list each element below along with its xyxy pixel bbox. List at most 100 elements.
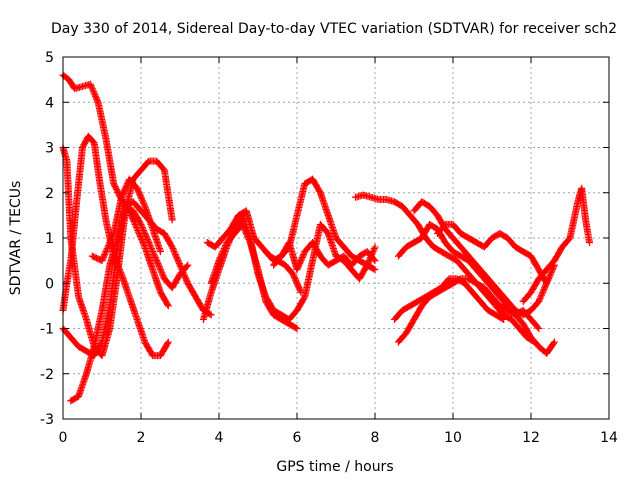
x-tick-label: 2 [137, 430, 146, 446]
data-point [241, 226, 249, 234]
data-point [296, 260, 304, 268]
data-point [137, 193, 145, 201]
data-point [135, 229, 143, 237]
data-point [146, 242, 154, 250]
data-point [545, 273, 553, 281]
data-point [546, 272, 554, 280]
data-point [148, 246, 156, 254]
data-point [135, 189, 143, 197]
data-point [145, 239, 153, 247]
data-point [369, 248, 377, 256]
series-track-6 [88, 175, 164, 265]
data-point [117, 269, 125, 277]
x-tick-label: 6 [293, 430, 302, 446]
data-point [156, 264, 164, 272]
data-point [119, 190, 127, 198]
data-point [138, 236, 146, 244]
data-point [88, 85, 96, 93]
data-point [120, 187, 128, 195]
data-point [177, 263, 185, 271]
data-point [366, 254, 374, 262]
data-point [371, 266, 379, 274]
data-point [217, 252, 225, 260]
y-tick-label: 5 [45, 50, 54, 66]
data-point [140, 199, 148, 207]
y-tick-label: 2 [45, 186, 54, 202]
data-point [174, 257, 182, 265]
data-point [367, 252, 375, 260]
data-point [293, 266, 301, 274]
data-point [371, 243, 379, 251]
data-point [123, 180, 131, 188]
data-point [218, 249, 226, 257]
data-point [539, 288, 547, 296]
data-point [157, 267, 165, 275]
data-point [295, 284, 303, 292]
data-point [93, 95, 101, 103]
data-point [296, 287, 304, 295]
data-point [536, 294, 544, 302]
data-point [145, 240, 153, 248]
data-point [222, 242, 229, 250]
data-point [151, 254, 159, 262]
data-point [216, 255, 224, 263]
data-point [289, 270, 297, 278]
data-point [215, 257, 223, 265]
data-point [107, 236, 115, 244]
data-point [363, 261, 371, 269]
data-point [108, 234, 116, 242]
data-point [150, 251, 158, 259]
data-point [89, 86, 97, 94]
data-point [154, 260, 162, 268]
data-point [550, 338, 558, 346]
data-point [119, 189, 127, 197]
data-point [140, 228, 148, 236]
data-point [101, 251, 109, 259]
data-point [498, 315, 506, 323]
data-point [296, 285, 304, 293]
data-point [136, 190, 144, 198]
data-point [103, 245, 111, 253]
data-point [244, 234, 252, 242]
data-point [242, 228, 250, 236]
data-point [105, 240, 113, 248]
data-point [220, 245, 228, 253]
data-point [300, 251, 307, 259]
series-track-12 [293, 220, 379, 314]
data-point [371, 257, 379, 265]
data-point [293, 325, 301, 332]
data-point [121, 186, 129, 194]
data-point [99, 254, 107, 262]
x-tick-label: 14 [600, 430, 618, 446]
data-point [294, 281, 302, 289]
data-point [143, 234, 151, 242]
data-point [173, 255, 181, 263]
data-point [292, 324, 300, 332]
data-point [93, 97, 101, 105]
data-point [100, 252, 108, 260]
data-point [299, 252, 307, 260]
data-point [104, 243, 112, 251]
data-point [219, 248, 227, 256]
data-point [548, 267, 556, 275]
data-point [106, 237, 114, 245]
data-point [239, 222, 247, 230]
data-point [586, 239, 593, 247]
data-point [158, 270, 166, 278]
y-tick-label: 0 [45, 276, 54, 292]
y-tick-labels: -3 -2 -1 0 1 2 3 4 5 [40, 50, 54, 428]
data-point [537, 291, 545, 299]
data-point [366, 255, 374, 263]
data-point [103, 246, 111, 254]
data-point [535, 296, 543, 304]
data-point [290, 272, 298, 280]
data-point [138, 195, 146, 203]
data-point [155, 261, 163, 269]
data-point [155, 263, 163, 271]
data-point [136, 231, 144, 239]
data-point [88, 83, 96, 91]
data-point [134, 186, 142, 194]
data-point [90, 89, 98, 97]
data-point [122, 183, 130, 191]
data-point [368, 251, 376, 259]
